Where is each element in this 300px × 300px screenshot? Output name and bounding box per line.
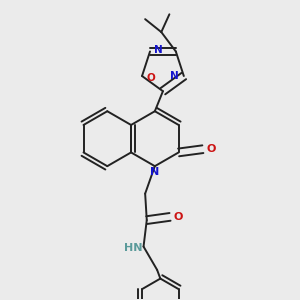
Text: N: N	[170, 71, 179, 81]
Text: N: N	[154, 45, 163, 55]
Text: HN: HN	[124, 243, 142, 253]
Text: O: O	[206, 144, 216, 154]
Text: O: O	[173, 212, 183, 222]
Text: O: O	[147, 73, 155, 82]
Text: N: N	[150, 167, 160, 177]
